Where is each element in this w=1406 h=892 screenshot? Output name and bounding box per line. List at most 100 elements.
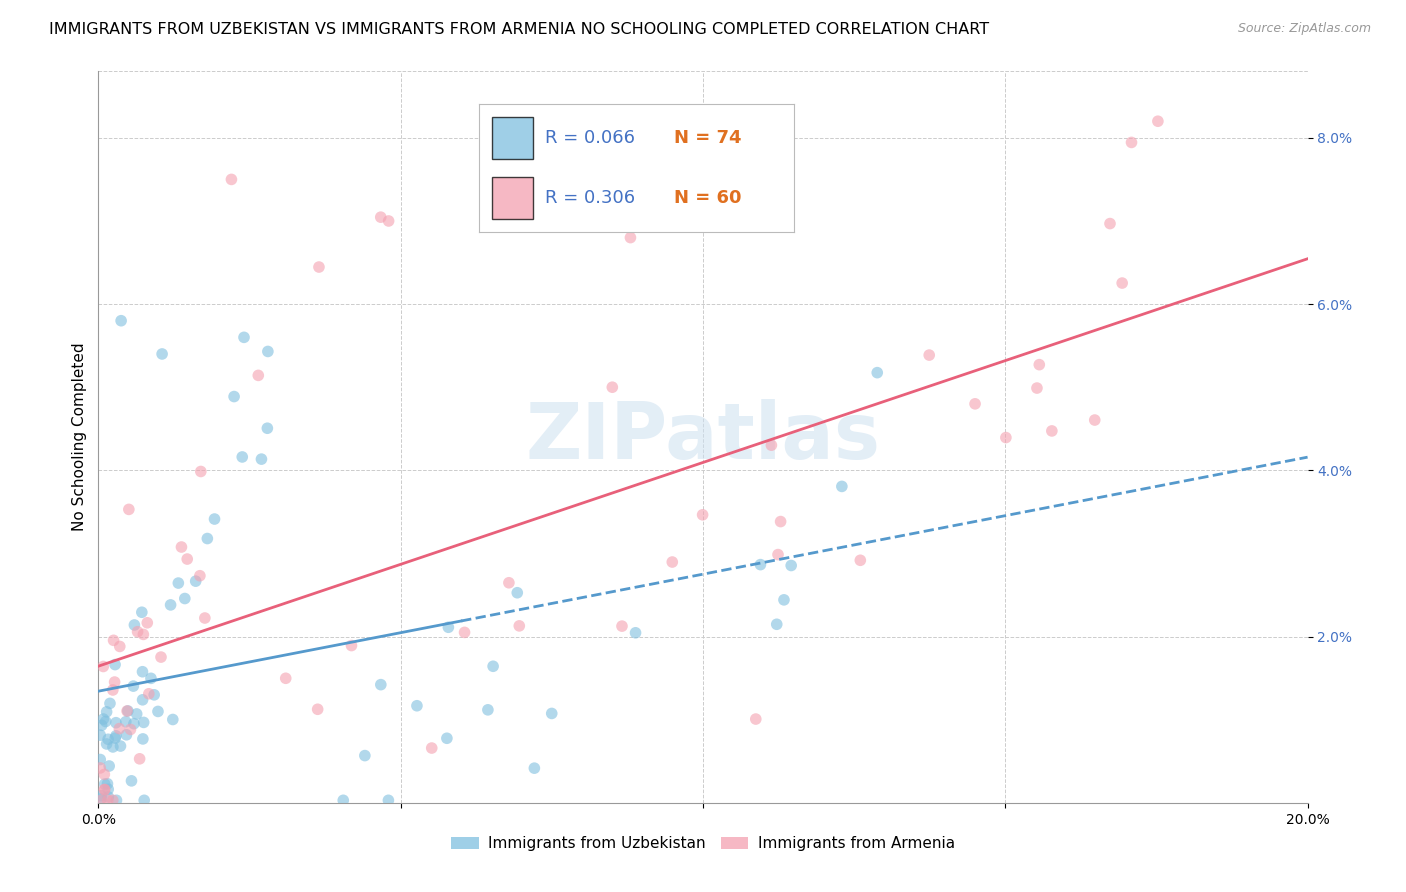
- Point: [134, 793, 156, 807]
- Point: [849, 553, 872, 567]
- Point: [377, 214, 399, 228]
- Point: [420, 741, 443, 756]
- Point: [167, 576, 190, 591]
- Point: [104, 715, 127, 730]
- Point: [765, 617, 787, 632]
- Point: [354, 748, 377, 763]
- Point: [89, 728, 111, 742]
- Point: [139, 671, 162, 685]
- Point: [132, 627, 155, 641]
- Point: [93, 777, 115, 791]
- Point: [89, 761, 111, 775]
- Point: [128, 752, 150, 766]
- Point: [370, 210, 392, 224]
- Point: [150, 347, 173, 361]
- Point: [377, 793, 399, 807]
- Point: [918, 348, 941, 362]
- Point: [256, 421, 278, 435]
- Point: [173, 591, 195, 606]
- Point: [506, 586, 529, 600]
- Point: [104, 675, 127, 690]
- Point: [98, 759, 121, 773]
- Point: [619, 230, 641, 244]
- Point: [540, 706, 562, 721]
- Point: [233, 330, 256, 344]
- Point: [104, 731, 127, 746]
- Point: [97, 732, 120, 747]
- Point: [93, 712, 115, 726]
- Point: [523, 761, 546, 775]
- Point: [1040, 424, 1063, 438]
- Point: [93, 782, 115, 797]
- Point: [121, 773, 143, 788]
- Point: [340, 639, 363, 653]
- Point: [90, 793, 112, 807]
- Point: [274, 671, 297, 685]
- Point: [132, 715, 155, 730]
- Point: [247, 368, 270, 383]
- Point: [90, 789, 112, 803]
- Point: [482, 659, 505, 673]
- Point: [188, 568, 211, 582]
- Point: [769, 515, 792, 529]
- Point: [1026, 381, 1049, 395]
- Point: [1121, 136, 1143, 150]
- Point: [115, 704, 138, 718]
- Point: [124, 618, 146, 632]
- Text: Source: ZipAtlas.com: Source: ZipAtlas.com: [1237, 22, 1371, 36]
- Point: [104, 657, 127, 672]
- Point: [780, 558, 803, 573]
- Point: [866, 366, 889, 380]
- Point: [118, 502, 141, 516]
- Point: [101, 683, 124, 698]
- Point: [91, 659, 114, 673]
- Point: [110, 314, 132, 328]
- Legend: Immigrants from Uzbekistan, Immigrants from Armenia: Immigrants from Uzbekistan, Immigrants f…: [446, 830, 960, 857]
- Point: [406, 698, 429, 713]
- Point: [132, 731, 155, 746]
- Point: [136, 615, 159, 630]
- Point: [307, 702, 329, 716]
- Point: [125, 706, 148, 721]
- Point: [93, 782, 115, 797]
- Point: [122, 679, 145, 693]
- Point: [498, 575, 520, 590]
- Point: [162, 713, 184, 727]
- Point: [453, 625, 475, 640]
- Point: [370, 678, 392, 692]
- Point: [120, 723, 142, 737]
- Point: [90, 792, 112, 806]
- Point: [97, 789, 120, 804]
- Point: [965, 397, 987, 411]
- Point: [97, 782, 120, 797]
- Point: [624, 625, 647, 640]
- Point: [170, 540, 193, 554]
- Point: [195, 532, 218, 546]
- Point: [692, 508, 714, 522]
- Point: [831, 479, 853, 493]
- Point: [184, 574, 207, 589]
- Point: [103, 633, 125, 648]
- Point: [477, 703, 499, 717]
- Point: [96, 705, 118, 719]
- Point: [89, 752, 111, 766]
- Point: [602, 380, 624, 394]
- Point: [90, 718, 112, 732]
- Point: [127, 624, 149, 639]
- Point: [115, 728, 138, 742]
- Point: [104, 729, 127, 743]
- Point: [1028, 358, 1050, 372]
- Point: [1111, 276, 1133, 290]
- Point: [437, 620, 460, 634]
- Point: [105, 793, 128, 807]
- Point: [108, 640, 131, 654]
- Point: [94, 714, 117, 729]
- Point: [222, 390, 245, 404]
- Point: [766, 548, 789, 562]
- Point: [194, 611, 217, 625]
- Point: [1098, 217, 1121, 231]
- Point: [131, 605, 153, 619]
- Point: [761, 438, 783, 452]
- Point: [508, 619, 530, 633]
- Point: [138, 687, 160, 701]
